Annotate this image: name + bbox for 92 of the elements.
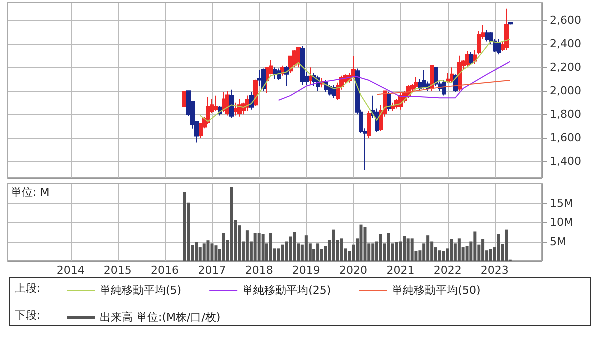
legend-label: 出来高 単位:(M株/口/枚) bbox=[100, 311, 221, 324]
line-series bbox=[376, 80, 511, 96]
bar bbox=[395, 242, 398, 261]
bar bbox=[426, 236, 430, 261]
bar bbox=[269, 233, 272, 261]
candlestick bbox=[434, 67, 438, 87]
bar bbox=[497, 234, 500, 261]
y-tick-label: 2,000 bbox=[550, 84, 582, 98]
candlestick bbox=[473, 49, 477, 65]
bar bbox=[202, 244, 206, 261]
x-tick-label: 2023 bbox=[480, 264, 509, 277]
y-tick-label: 2,400 bbox=[550, 38, 582, 51]
x-tick-label: 2016 bbox=[151, 264, 180, 277]
legend-label: 単純移動平均(25) bbox=[242, 284, 332, 297]
candlestick bbox=[430, 64, 434, 92]
bar bbox=[340, 238, 344, 261]
bar bbox=[210, 244, 214, 261]
bar bbox=[293, 232, 296, 261]
bar bbox=[442, 251, 446, 261]
bar bbox=[410, 238, 414, 261]
bar bbox=[403, 236, 406, 261]
bar bbox=[222, 233, 226, 261]
legend-title: 下段: bbox=[15, 309, 41, 322]
y-tick-label: 1,400 bbox=[550, 155, 582, 168]
candlestick bbox=[508, 22, 513, 26]
bar bbox=[406, 238, 410, 261]
bar bbox=[364, 228, 367, 261]
bar bbox=[474, 232, 477, 261]
bar bbox=[214, 246, 218, 261]
bar bbox=[450, 239, 454, 261]
x-tick-label: 2017 bbox=[198, 264, 226, 277]
candlestick bbox=[504, 8, 509, 50]
legend-label: 単純移動平均(5) bbox=[100, 284, 182, 297]
bar bbox=[466, 246, 469, 261]
candlestick bbox=[497, 38, 501, 56]
line-series bbox=[200, 38, 511, 122]
y-tick-label: 1,600 bbox=[550, 132, 582, 145]
bar bbox=[246, 230, 249, 261]
legend-label: 単純移動平均(50) bbox=[392, 284, 481, 297]
candlestick bbox=[206, 97, 210, 124]
candlestick bbox=[300, 46, 305, 86]
candlestick bbox=[422, 69, 426, 90]
bar bbox=[458, 238, 461, 261]
bar bbox=[258, 233, 261, 261]
candlestick bbox=[229, 89, 234, 119]
legend-title: 上段: bbox=[15, 282, 41, 295]
y-tick-label: 5M bbox=[550, 235, 566, 248]
candlestick bbox=[273, 67, 277, 80]
x-tick-label: 2018 bbox=[245, 264, 274, 277]
y-tick-label: 1,800 bbox=[550, 108, 582, 122]
bar bbox=[281, 244, 284, 261]
candlestick bbox=[414, 76, 418, 90]
candlestick bbox=[257, 69, 262, 87]
bar bbox=[360, 224, 363, 261]
bar bbox=[277, 248, 280, 261]
candlestick bbox=[391, 102, 395, 112]
bar bbox=[438, 250, 442, 261]
candlestick bbox=[367, 110, 371, 139]
bar bbox=[230, 187, 234, 261]
x-tick-label: 2014 bbox=[56, 264, 85, 277]
x-tick-label: 2022 bbox=[434, 264, 462, 277]
candlestick bbox=[450, 67, 454, 84]
x-tick-label: 2020 bbox=[340, 264, 368, 277]
bar bbox=[304, 236, 308, 261]
bar bbox=[262, 234, 265, 261]
bar bbox=[505, 230, 508, 261]
bar bbox=[254, 233, 257, 261]
bar bbox=[183, 192, 186, 261]
bar bbox=[482, 239, 485, 261]
x-tick-label: 2019 bbox=[292, 264, 320, 277]
candlestick bbox=[214, 95, 218, 112]
y-tick-label: 2,200 bbox=[550, 61, 582, 74]
line-series bbox=[278, 61, 511, 101]
candlestick bbox=[261, 68, 266, 92]
bar bbox=[387, 233, 390, 261]
y-tick-label: 15M bbox=[550, 196, 574, 210]
bar bbox=[316, 244, 320, 261]
x-tick-label: 2021 bbox=[386, 264, 415, 277]
candlestick bbox=[442, 80, 446, 96]
bar bbox=[194, 242, 198, 261]
bar bbox=[206, 240, 210, 261]
y-tick-label: 2,600 bbox=[550, 14, 582, 28]
bar bbox=[379, 234, 382, 261]
bar bbox=[489, 249, 492, 261]
annotation: 単位: M bbox=[11, 186, 50, 199]
candlestick bbox=[485, 30, 489, 42]
x-tick-label: 2015 bbox=[104, 264, 132, 277]
candlestick bbox=[469, 52, 473, 66]
bar bbox=[289, 236, 292, 261]
bar bbox=[372, 244, 375, 261]
bar bbox=[332, 230, 336, 261]
y-tick-label: 10M bbox=[550, 216, 574, 229]
